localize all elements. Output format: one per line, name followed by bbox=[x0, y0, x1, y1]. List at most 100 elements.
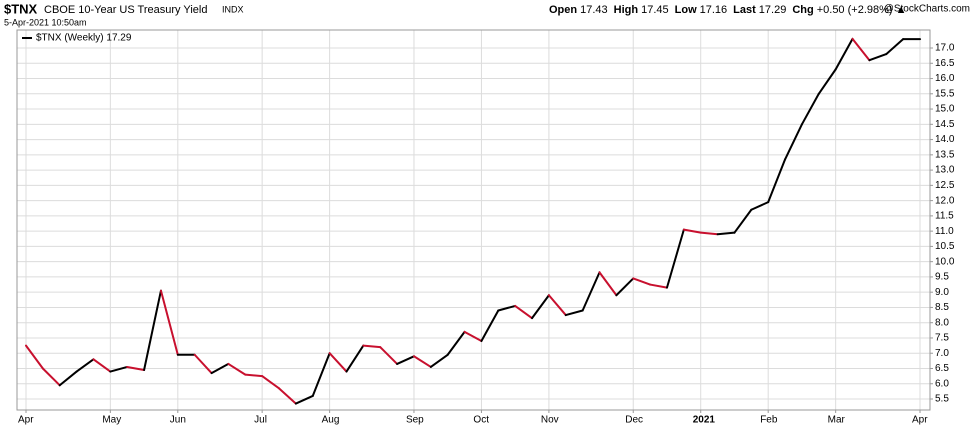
line-segment bbox=[564, 309, 584, 317]
line-segment bbox=[210, 362, 230, 375]
line-segment bbox=[412, 355, 432, 368]
y-tick-label: 10.5 bbox=[935, 241, 955, 252]
y-tick-label: 15.5 bbox=[935, 88, 955, 99]
line-segment bbox=[278, 387, 297, 405]
line-segment bbox=[531, 294, 550, 320]
x-tick-label: 2021 bbox=[693, 415, 716, 426]
line-segment bbox=[480, 309, 500, 343]
line-segment bbox=[58, 370, 78, 387]
y-tick-label: 15.0 bbox=[935, 104, 955, 115]
line-segment bbox=[379, 346, 399, 365]
line-segment bbox=[429, 353, 449, 368]
y-tick-label: 7.0 bbox=[935, 348, 949, 359]
y-tick-label: 6.0 bbox=[935, 378, 949, 389]
y-tick-label: 11.0 bbox=[935, 226, 954, 237]
y-tick-label: 12.0 bbox=[935, 195, 955, 206]
line-segment bbox=[328, 352, 348, 373]
line-segment bbox=[294, 394, 314, 405]
legend: $TNX (Weekly) 17.29 bbox=[36, 33, 132, 44]
quote-label: High bbox=[614, 4, 639, 16]
line-segment bbox=[885, 38, 905, 56]
x-tick-label: Dec bbox=[625, 415, 643, 426]
line-segment bbox=[682, 228, 702, 234]
line-segment bbox=[261, 375, 281, 390]
quote-value: 17.43 bbox=[580, 4, 608, 16]
line-segment bbox=[514, 304, 534, 320]
y-tick-label: 9.5 bbox=[935, 272, 949, 283]
line-segment bbox=[699, 231, 719, 236]
y-tick-label: 12.5 bbox=[935, 180, 955, 191]
line-segment bbox=[547, 294, 567, 317]
line-segment bbox=[868, 53, 888, 62]
x-tick-label: Sep bbox=[406, 415, 424, 426]
y-tick-label: 13.5 bbox=[935, 149, 955, 160]
line-segment bbox=[632, 277, 652, 286]
line-segment bbox=[143, 289, 162, 372]
line-segment bbox=[598, 271, 618, 297]
line-segment bbox=[193, 353, 213, 375]
quote-value: 17.45 bbox=[641, 4, 669, 16]
x-tick-label: Oct bbox=[473, 415, 489, 426]
line-segment bbox=[75, 358, 95, 373]
quote-label: Chg bbox=[792, 4, 813, 16]
date: 5-Apr-2021 10:50am bbox=[4, 17, 87, 27]
x-tick-label: May bbox=[102, 415, 121, 426]
line-segment bbox=[733, 208, 753, 234]
source: @StockCharts.com bbox=[884, 4, 970, 15]
line-segment bbox=[244, 373, 264, 378]
x-tick-label: Jul bbox=[254, 415, 267, 426]
x-tick-label: Feb bbox=[760, 415, 778, 426]
x-tick-label: Aug bbox=[322, 415, 340, 426]
plot-frame bbox=[16, 29, 931, 411]
symbol: $TNX bbox=[4, 1, 38, 16]
exchange: INDX bbox=[222, 4, 244, 14]
x-tick-label: Nov bbox=[541, 415, 559, 426]
line-segment bbox=[92, 358, 112, 373]
line-segment bbox=[767, 158, 787, 204]
quote-value: 17.29 bbox=[759, 4, 787, 16]
line-segment bbox=[817, 68, 837, 95]
line-segment bbox=[750, 201, 770, 211]
line-segment bbox=[446, 330, 466, 356]
y-tick-label: 14.0 bbox=[935, 134, 955, 145]
line-segment bbox=[126, 365, 146, 372]
x-tick-label: Mar bbox=[828, 415, 846, 426]
y-tick-label: 5.5 bbox=[935, 394, 949, 405]
quote-value: 17.16 bbox=[700, 4, 728, 16]
y-tick-label: 6.5 bbox=[935, 363, 949, 374]
quote: Open 17.43 High 17.45 Low 17.16 Last 17.29 Chg +0… bbox=[549, 4, 907, 16]
line-segment bbox=[396, 355, 415, 365]
line-segment bbox=[665, 228, 685, 289]
line-segment bbox=[716, 231, 736, 236]
y-tick-label: 7.5 bbox=[935, 333, 949, 344]
y-tick-label: 8.0 bbox=[935, 317, 949, 328]
line-segment bbox=[345, 344, 365, 373]
line-segment bbox=[497, 304, 517, 312]
line-segment bbox=[159, 289, 179, 356]
y-tick-label: 17.0 bbox=[935, 43, 955, 54]
line-segment bbox=[109, 365, 129, 373]
y-tick-label: 13.0 bbox=[935, 165, 955, 176]
line-segment bbox=[227, 362, 247, 376]
y-tick-label: 8.5 bbox=[935, 302, 949, 313]
y-tick-label: 16.0 bbox=[935, 73, 955, 84]
y-tick-label: 14.5 bbox=[935, 119, 955, 130]
line-segment bbox=[615, 277, 635, 297]
quote-value: +0.50 (+2.98%) ▲ bbox=[817, 4, 907, 16]
line-segment bbox=[649, 283, 668, 289]
quote-label: Last bbox=[733, 4, 756, 16]
x-tick-label: Jun bbox=[170, 415, 186, 426]
x-tick-label: Apr bbox=[912, 415, 928, 426]
y-tick-label: 10.0 bbox=[935, 256, 955, 267]
line-segment bbox=[851, 37, 871, 62]
y-tick-label: 9.0 bbox=[935, 287, 949, 298]
y-tick-label: 16.5 bbox=[935, 58, 955, 69]
line-segment bbox=[800, 92, 820, 126]
line-segment bbox=[784, 123, 803, 161]
line-segment bbox=[25, 344, 44, 370]
quote-label: Low bbox=[675, 4, 697, 16]
line-segment bbox=[581, 271, 601, 312]
line-segment bbox=[834, 37, 854, 71]
